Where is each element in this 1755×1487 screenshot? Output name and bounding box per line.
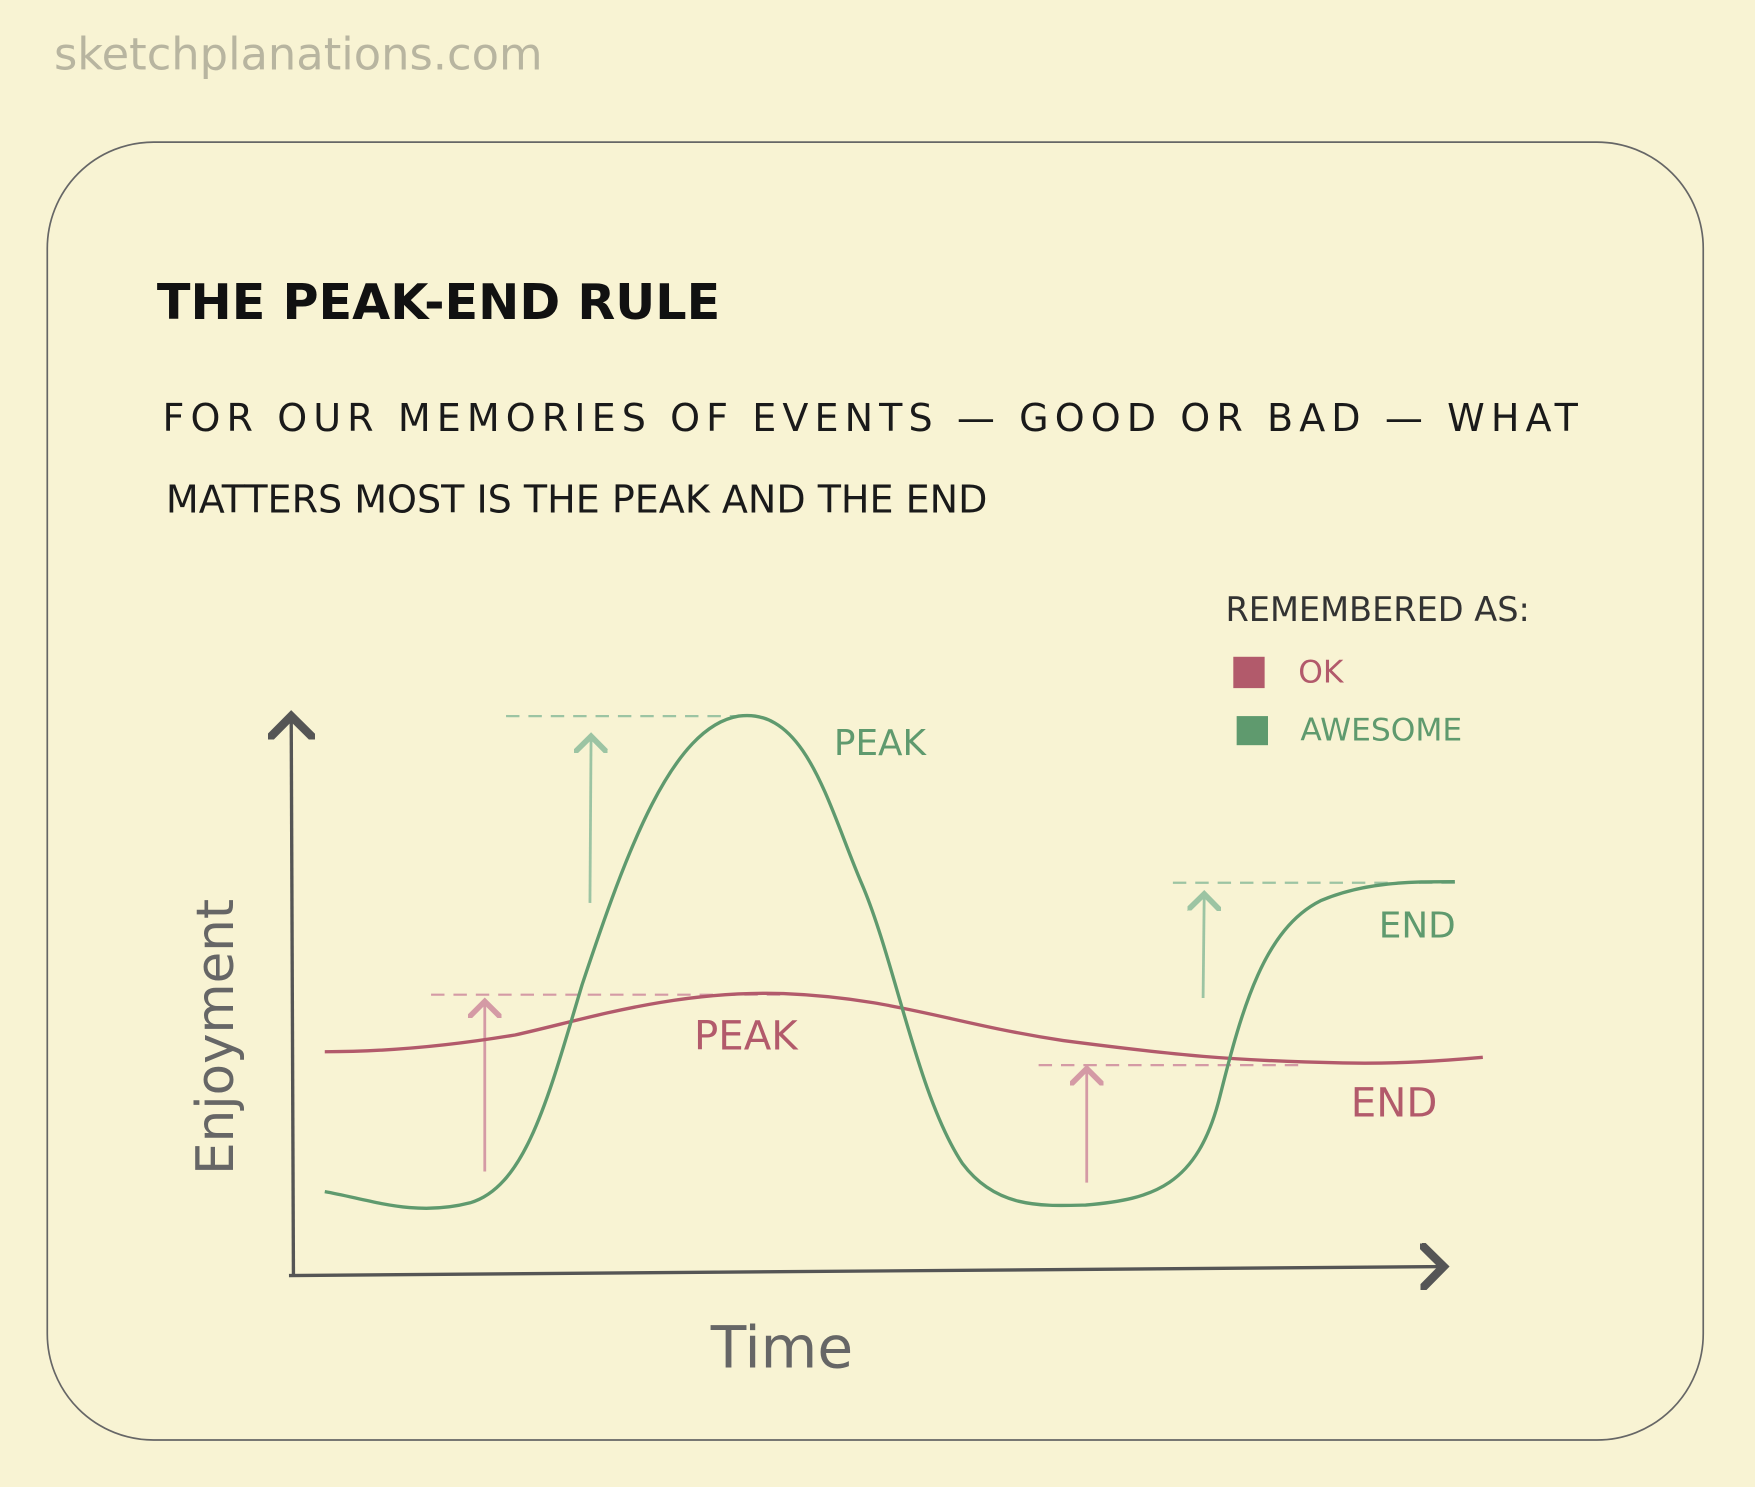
awesome-peak-arrow [590,736,591,903]
watermark: sketchplanations.com [54,27,543,80]
awesome-peak-label: PEAK [834,723,928,764]
legend-label-awesome: AWESOME [1300,713,1462,749]
ok-curve [324,991,1483,1065]
legend: REMEMBERED AS: OK AWESOME [1225,590,1529,749]
awesome-end-arrow [1203,894,1204,999]
legend-heading: REMEMBERED AS: [1225,590,1529,629]
frame [46,141,1705,1441]
legend-label-ok: OK [1298,655,1345,691]
legend-swatch-awesome [1236,716,1268,746]
awesome-end-label: END [1379,906,1456,947]
y-axis [291,716,293,1276]
ok-end-label: END [1351,1081,1438,1127]
legend-swatch-ok [1233,656,1265,689]
ok-peak-label: PEAK [694,1014,799,1060]
x-axis-label: Time [710,1313,853,1381]
title: THE PEAK-END RULE [157,273,720,331]
subtitle-line-1: FOR OUR MEMORIES OF EVENTS — GOOD OR BAD… [163,396,1579,440]
subtitle-line-2: MATTERS MOST IS THE PEAK AND THE END [166,477,988,521]
y-axis-label: Enjoyment [186,899,246,1175]
awesome-curve [324,713,1455,1210]
x-axis [288,1267,1444,1276]
